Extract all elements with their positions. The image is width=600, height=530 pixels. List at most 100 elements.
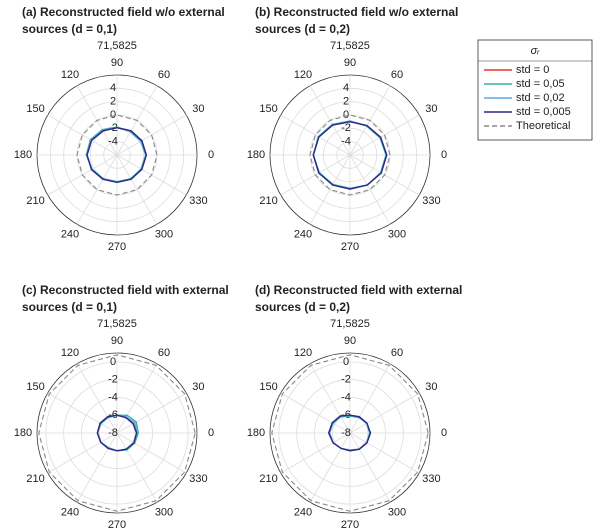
legend-box — [477, 39, 593, 141]
spoke — [116, 432, 158, 503]
series-line — [96, 414, 138, 452]
angle-label: 90 — [344, 57, 356, 69]
grid-circle — [81, 397, 153, 469]
spoke — [280, 392, 351, 434]
angle-label: 180 — [247, 427, 265, 439]
angle-label: 210 — [26, 473, 44, 485]
r-tick-label: 4 — [110, 82, 116, 94]
legend-label: std = 0,005 — [516, 106, 571, 118]
r-tick-label: -2 — [341, 122, 351, 134]
grid-circle — [282, 87, 418, 223]
r-tick-label: -6 — [108, 409, 118, 421]
angle-label: 270 — [341, 241, 359, 253]
series-line — [309, 114, 391, 196]
angle-label: 60 — [391, 69, 403, 81]
grid-circle — [278, 361, 422, 505]
grid-circle — [63, 101, 171, 209]
r-tick-label: -2 — [108, 374, 118, 386]
chart-title: (c) Reconstructed field with external — [22, 283, 229, 297]
angle-label: 180 — [247, 149, 265, 161]
r-tick-label: -4 — [108, 391, 118, 403]
series-line — [76, 114, 158, 196]
angle-label: 330 — [422, 195, 440, 207]
r-tick-label: 0 — [110, 356, 116, 368]
angle-label: 240 — [294, 229, 312, 241]
spoke — [47, 392, 118, 434]
grid-circle — [314, 397, 386, 469]
angle-label: 300 — [388, 229, 406, 241]
angle-label: 90 — [111, 57, 123, 69]
angle-label: 120 — [294, 69, 312, 81]
chart-title: (d) Reconstructed field with external — [255, 283, 462, 297]
r-tick-label: 0 — [343, 356, 349, 368]
angle-label: 60 — [391, 347, 403, 359]
polar-chart: (d) Reconstructed field with external sou… — [247, 283, 463, 530]
chart-subtitle: 71,5825 — [97, 318, 137, 330]
angle-label: 0 — [441, 149, 447, 161]
chart-subtitle: 71,5825 — [97, 40, 137, 52]
grid-circle — [336, 141, 364, 169]
r-tick-label: -8 — [108, 427, 118, 439]
r-tick-label: 0 — [110, 109, 116, 121]
spoke — [116, 432, 187, 474]
series-line — [86, 126, 148, 184]
chart-subtitle: 71,5825 — [330, 318, 370, 330]
chart-title: sources (d = 0,2) — [255, 300, 350, 314]
grid-circle — [296, 101, 404, 209]
spoke — [309, 432, 351, 503]
chart-title: sources (d = 0,1) — [22, 22, 117, 36]
spoke — [76, 363, 118, 434]
angle-label: 210 — [259, 195, 277, 207]
angle-label: 210 — [259, 473, 277, 485]
angle-label: 150 — [26, 381, 44, 393]
chart-title: sources (d = 0,1) — [22, 300, 117, 314]
r-tick-label: 4 — [343, 82, 349, 94]
spoke — [280, 432, 351, 474]
spoke — [76, 432, 118, 503]
polar-chart: (a) Reconstructed field w/o external sour… — [14, 5, 225, 253]
legend-title: σᵣ — [531, 45, 541, 57]
r-tick-label: 0 — [343, 109, 349, 121]
angle-label: 300 — [155, 229, 173, 241]
angle-label: 60 — [158, 69, 170, 81]
series-line — [312, 120, 388, 190]
r-tick-label: -8 — [341, 427, 351, 439]
polar-chart: (b) Reconstructed field w/o external sour… — [247, 5, 459, 253]
angle-label: 30 — [425, 103, 437, 115]
polar-chart: (c) Reconstructed field with external sou… — [14, 283, 229, 530]
angle-label: 150 — [259, 103, 277, 115]
grid-circle — [49, 87, 185, 223]
series-line — [271, 354, 429, 512]
spoke — [309, 363, 351, 434]
angle-label: 90 — [111, 335, 123, 347]
r-tick-label: 2 — [110, 96, 116, 108]
angle-label: 270 — [341, 519, 359, 530]
legend-label: Theoretical — [516, 120, 570, 132]
angle-label: 120 — [61, 69, 79, 81]
r-tick-label: -4 — [341, 136, 351, 148]
angle-label: 0 — [208, 149, 214, 161]
angle-label: 150 — [259, 381, 277, 393]
angle-label: 30 — [192, 103, 204, 115]
angle-label: 300 — [388, 507, 406, 519]
angle-label: 0 — [441, 427, 447, 439]
grid-circle — [103, 141, 131, 169]
spoke — [116, 392, 187, 434]
grid-circle — [45, 361, 189, 505]
r-tick-label: -4 — [108, 136, 118, 148]
chart-title: (a) Reconstructed field w/o external — [22, 5, 225, 19]
legend: σᵣ std = 0 std = 0,05 std = 0,02 std = 0,005… — [477, 39, 593, 141]
chart-subtitle: 71,5825 — [330, 40, 370, 52]
legend-label: std = 0,05 — [516, 78, 565, 90]
chart-title: (b) Reconstructed field w/o external — [255, 5, 458, 19]
r-tick-label: -2 — [341, 374, 351, 386]
grid-circle — [63, 379, 171, 487]
angle-label: 240 — [61, 229, 79, 241]
angle-label: 270 — [108, 241, 126, 253]
angle-label: 180 — [14, 149, 32, 161]
spoke — [349, 432, 391, 503]
legend-label: std = 0,02 — [516, 92, 565, 104]
angle-label: 150 — [26, 103, 44, 115]
angle-label: 180 — [14, 427, 32, 439]
